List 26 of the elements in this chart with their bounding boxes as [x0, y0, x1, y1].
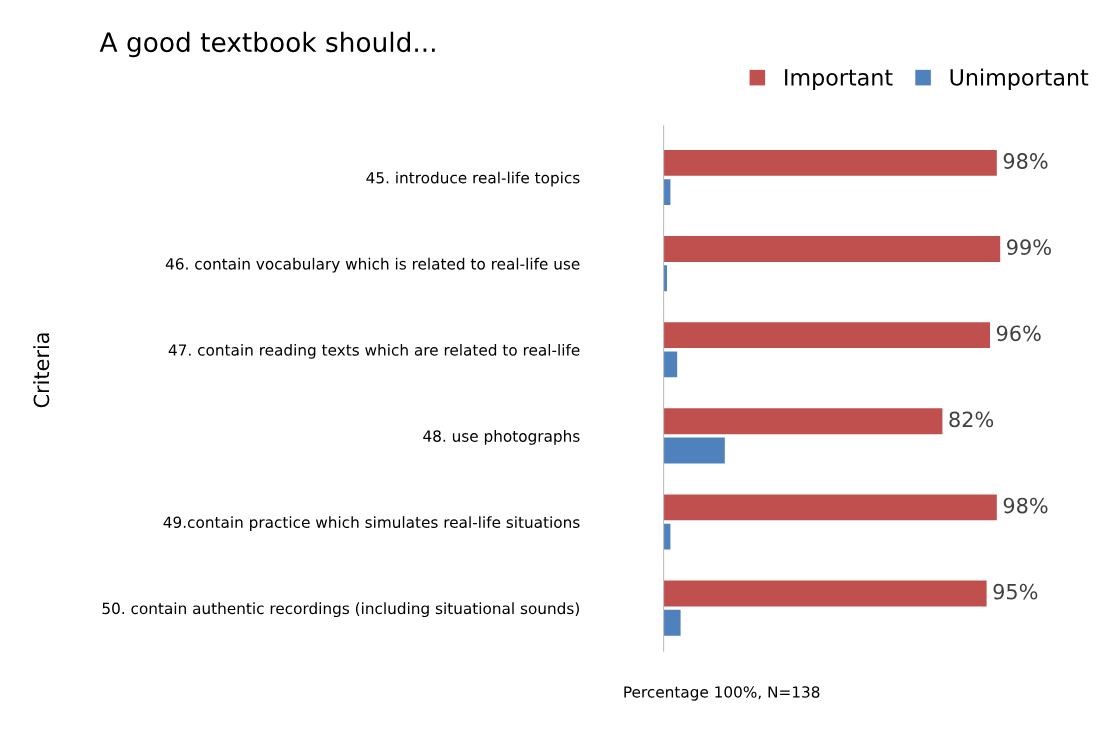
bar — [663, 437, 725, 464]
data-label: 98% — [1003, 497, 1048, 514]
bar — [663, 609, 681, 636]
x-axis-title: Percentage 100%, N=138 — [624, 686, 820, 701]
data-label: 99% — [1007, 239, 1051, 256]
legend-label: Important — [785, 69, 893, 91]
bar — [663, 236, 1001, 262]
y-tick-label: 47. contain reading texts which are related to real-life — [168, 343, 580, 359]
bar — [663, 494, 997, 521]
data-label: 98% — [1003, 153, 1048, 169]
bar — [663, 351, 678, 378]
legend-label: Unimportant — [950, 68, 1089, 91]
bar — [663, 580, 987, 607]
bar — [663, 149, 997, 176]
bar — [663, 408, 943, 435]
data-label: 95% — [993, 583, 1038, 600]
y-axis-title: Criteria — [33, 333, 50, 408]
y-tick-label: 49.contain practice which simulates real-life situations — [163, 516, 580, 531]
bar — [663, 322, 991, 349]
text: A good textbook should... — [99, 31, 435, 58]
y-tick-label: 46. contain vocabulary which is related to real-life use — [165, 257, 580, 273]
y-tick-label: 45. introduce real-life topics — [366, 171, 580, 187]
y-tick-label: 50. contain authentic recordings (including situational sounds) — [102, 602, 579, 618]
data-label: 96% — [996, 325, 1041, 342]
data-label: 82% — [949, 411, 994, 428]
y-tick-label: 48. use photographs — [423, 430, 580, 445]
